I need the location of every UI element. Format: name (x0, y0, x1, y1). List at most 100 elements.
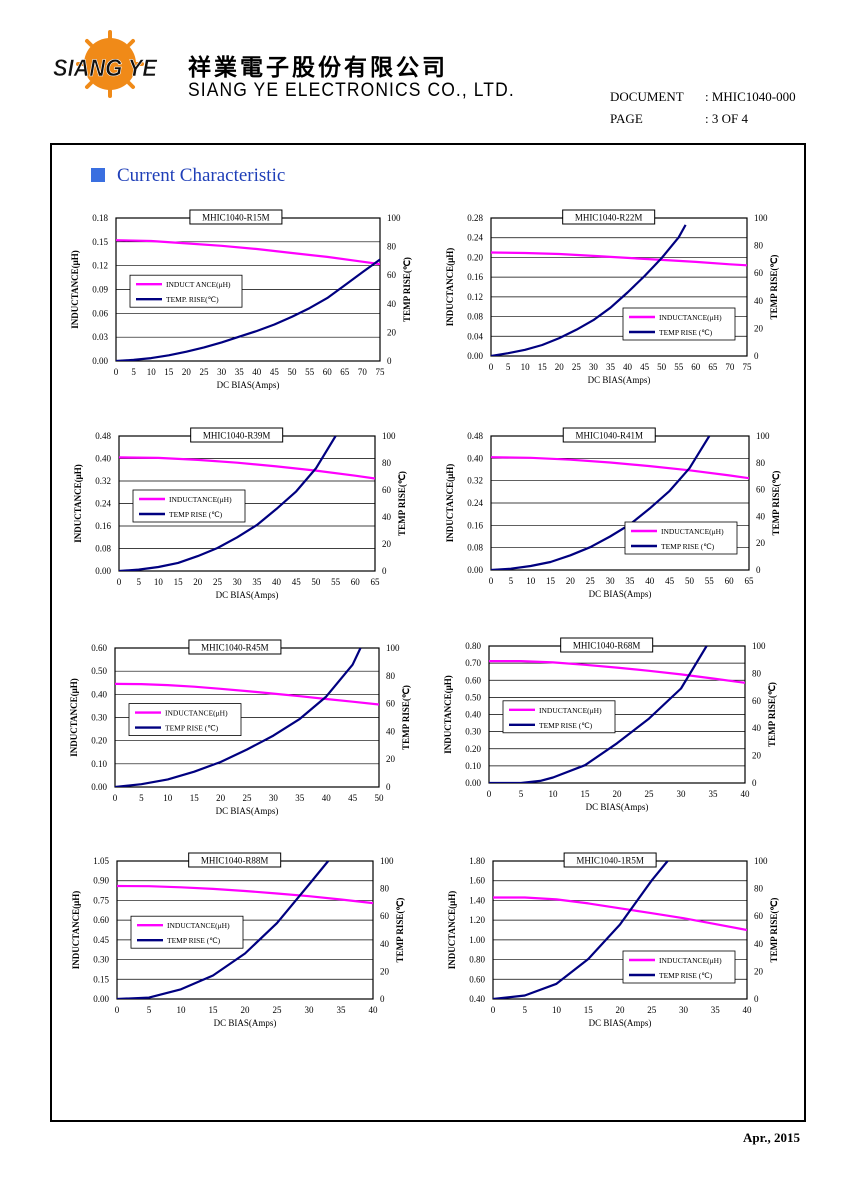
temp-rise-line (119, 436, 337, 571)
y2-tick-label: 40 (754, 296, 764, 306)
y2-tick-label: 100 (387, 213, 401, 223)
legend-label: TEMP. RISE(℃) (166, 295, 219, 304)
x-tick-label: 25 (243, 793, 253, 803)
x-tick-label: 30 (589, 362, 599, 372)
y2-tick-label: 20 (752, 751, 762, 761)
section-bullet-icon (91, 168, 105, 182)
y-tick-label: 0.08 (467, 543, 483, 553)
y-tick-label: 0.18 (92, 213, 108, 223)
x-tick-label: 15 (174, 577, 184, 587)
y-tick-label: 0.80 (469, 955, 485, 965)
legend-box (129, 274, 243, 308)
x-tick-label: 5 (506, 362, 511, 372)
x-tick-label: 20 (193, 577, 203, 587)
y-tick-label: 0.30 (465, 727, 481, 737)
y2-tick-label: 100 (756, 431, 770, 441)
x-tick-label: 10 (549, 789, 559, 799)
temp-rise-line (115, 648, 362, 787)
y-tick-label: 1.05 (93, 856, 109, 866)
x-tick-label: 10 (521, 362, 531, 372)
x-tick-label: 65 (745, 576, 755, 586)
legend-box (624, 521, 738, 555)
temp-rise-line (493, 861, 669, 999)
y2-tick-label: 0 (752, 778, 757, 788)
y2-tick-label: 60 (387, 270, 397, 280)
x-tick-label: 15 (190, 793, 200, 803)
x-tick-label: 40 (252, 367, 262, 377)
x-tick-label: 20 (182, 367, 192, 377)
x-tick-label: 5 (136, 577, 141, 587)
legend-label: INDUCTANCE(μH) (659, 313, 722, 322)
chart-title: MHIC1040-R68M (573, 641, 641, 651)
y2-tick-label: 80 (387, 242, 397, 252)
x-tick-label: 50 (288, 367, 298, 377)
y2-tick-label: 20 (756, 538, 766, 548)
x-tick-label: 10 (163, 793, 173, 803)
y-tick-label: 0.40 (91, 689, 107, 699)
temp-rise-line (116, 258, 380, 361)
chart-title: MHIC1040-1R5M (576, 856, 644, 866)
y2-axis-label: TEMP RISE(℃) (397, 471, 407, 536)
x-tick-label: 30 (677, 789, 687, 799)
y-tick-label: 0.28 (467, 213, 483, 223)
y2-tick-label: 40 (386, 726, 396, 736)
footer-date: Apr., 2015 (743, 1130, 800, 1145)
chart-title-box (190, 427, 284, 443)
y2-tick-label: 100 (382, 431, 396, 441)
x-tick-label: 20 (241, 1005, 251, 1015)
legend-box (502, 700, 616, 734)
x-axis-label: DC BIAS(Amps) (586, 802, 649, 812)
x-tick-label: 15 (581, 789, 591, 799)
legend: INDUCTANCE(μH) TEMP RISE (℃) (502, 700, 616, 734)
chart-title-box (560, 637, 654, 653)
x-tick-label: 70 (725, 362, 735, 372)
y-tick-label: 0.70 (465, 658, 481, 668)
y-tick-label: 0.24 (95, 499, 111, 509)
x-tick-label: 55 (331, 577, 341, 587)
y2-tick-label: 80 (752, 668, 762, 678)
y-tick-label: 1.00 (469, 935, 485, 945)
y2-tick-label: 0 (756, 565, 761, 575)
content-frame (50, 143, 806, 1122)
x-tick-label: 60 (725, 576, 735, 586)
legend-label: INDUCTANCE(μH) (659, 956, 722, 965)
y-tick-label: 1.20 (469, 915, 485, 925)
x-tick-label: 0 (113, 793, 118, 803)
x-tick-label: 35 (295, 793, 305, 803)
x-tick-label: 15 (164, 367, 174, 377)
x-tick-label: 40 (272, 577, 282, 587)
y-axis-label: INDUCTANCE(μH) (445, 464, 455, 542)
y2-tick-label: 20 (387, 327, 397, 337)
y2-axis-label: TEMP RISE(℃) (771, 471, 781, 536)
y-tick-label: 0.40 (469, 994, 485, 1004)
y2-axis-label: TEMP RISE(℃) (402, 257, 412, 322)
y-tick-label: 1.60 (469, 876, 485, 886)
chart-mhic1040-r41m: 0.000.080.160.240.320.400.48020406080100… (445, 427, 781, 599)
x-tick-label: 25 (586, 576, 596, 586)
x-tick-label: 15 (209, 1005, 219, 1015)
y-tick-label: 0.24 (467, 498, 483, 508)
y-tick-label: 0.20 (465, 744, 481, 754)
y2-tick-label: 60 (756, 485, 766, 495)
y-tick-label: 0.16 (95, 521, 111, 531)
y2-tick-label: 60 (382, 485, 392, 495)
x-tick-label: 25 (200, 367, 210, 377)
x-tick-label: 0 (115, 1005, 120, 1015)
y-tick-label: 0.09 (92, 285, 108, 295)
y2-tick-label: 100 (380, 856, 394, 866)
y-tick-label: 1.40 (469, 895, 485, 905)
x-tick-label: 0 (489, 576, 494, 586)
y-tick-label: 0.32 (467, 476, 483, 486)
x-tick-label: 45 (640, 362, 650, 372)
x-tick-label: 10 (147, 367, 157, 377)
chart-mhic1040-r68m: 0.00 0.10 0.20 0.30 0.40 0.50 0.60 0.70 0.80 0 20 4… (443, 637, 777, 812)
x-tick-label: 5 (523, 1005, 528, 1015)
x-tick-label: 0 (489, 362, 494, 372)
x-tick-label: 5 (147, 1005, 152, 1015)
y-axis-label: INDUCTANCE(μH) (70, 250, 80, 328)
x-tick-label: 25 (273, 1005, 283, 1015)
y2-tick-label: 20 (754, 323, 764, 333)
y2-tick-label: 0 (386, 782, 391, 792)
y-tick-label: 0.80 (465, 641, 481, 651)
